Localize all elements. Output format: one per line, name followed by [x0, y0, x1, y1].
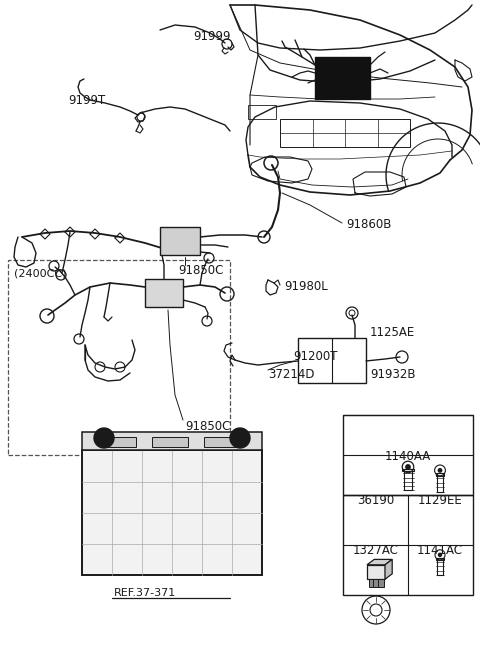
Text: 1125AE: 1125AE	[370, 326, 415, 339]
Bar	[436, 474, 444, 476]
Bar	[145, 279, 183, 307]
Circle shape	[230, 428, 250, 448]
Bar	[373, 579, 379, 587]
Circle shape	[438, 468, 443, 473]
Text: 36190: 36190	[358, 493, 395, 506]
Bar	[367, 565, 385, 579]
Bar	[436, 557, 444, 559]
Polygon shape	[385, 559, 392, 579]
Bar	[343, 495, 473, 595]
Text: 91200T: 91200T	[294, 350, 338, 364]
Circle shape	[405, 464, 411, 470]
Text: 1327AC: 1327AC	[353, 544, 399, 557]
Text: 91932B: 91932B	[370, 369, 416, 381]
Text: (2400CC): (2400CC)	[14, 269, 67, 279]
Bar	[315, 57, 370, 99]
Bar	[404, 469, 412, 490]
Bar	[402, 469, 414, 472]
Bar	[248, 105, 276, 119]
Text: 91980L: 91980L	[284, 280, 328, 293]
Text: 91860B: 91860B	[346, 219, 391, 231]
Bar	[152, 437, 188, 447]
Bar	[280, 119, 410, 147]
Bar	[204, 437, 240, 447]
Circle shape	[94, 428, 114, 448]
Text: 1141AC: 1141AC	[417, 544, 463, 557]
Bar	[160, 227, 200, 255]
Text: 9199T: 9199T	[68, 94, 105, 107]
Text: REF.37-371: REF.37-371	[114, 588, 176, 598]
Text: 91999: 91999	[193, 31, 230, 43]
Bar	[437, 474, 443, 492]
Bar	[298, 338, 366, 383]
Circle shape	[438, 553, 442, 557]
Bar	[8, 260, 230, 455]
Text: 91850C: 91850C	[178, 265, 223, 278]
Bar	[82, 450, 262, 575]
Bar	[82, 432, 262, 450]
Bar	[377, 579, 384, 587]
Bar	[343, 415, 473, 495]
Bar	[369, 579, 374, 587]
Polygon shape	[367, 559, 392, 565]
Text: 37214D: 37214D	[268, 369, 314, 381]
Text: 91850C: 91850C	[185, 421, 230, 434]
Bar	[437, 557, 443, 575]
Text: 1140AA: 1140AA	[385, 451, 431, 464]
Bar	[100, 437, 136, 447]
Text: 1129EE: 1129EE	[418, 493, 462, 506]
